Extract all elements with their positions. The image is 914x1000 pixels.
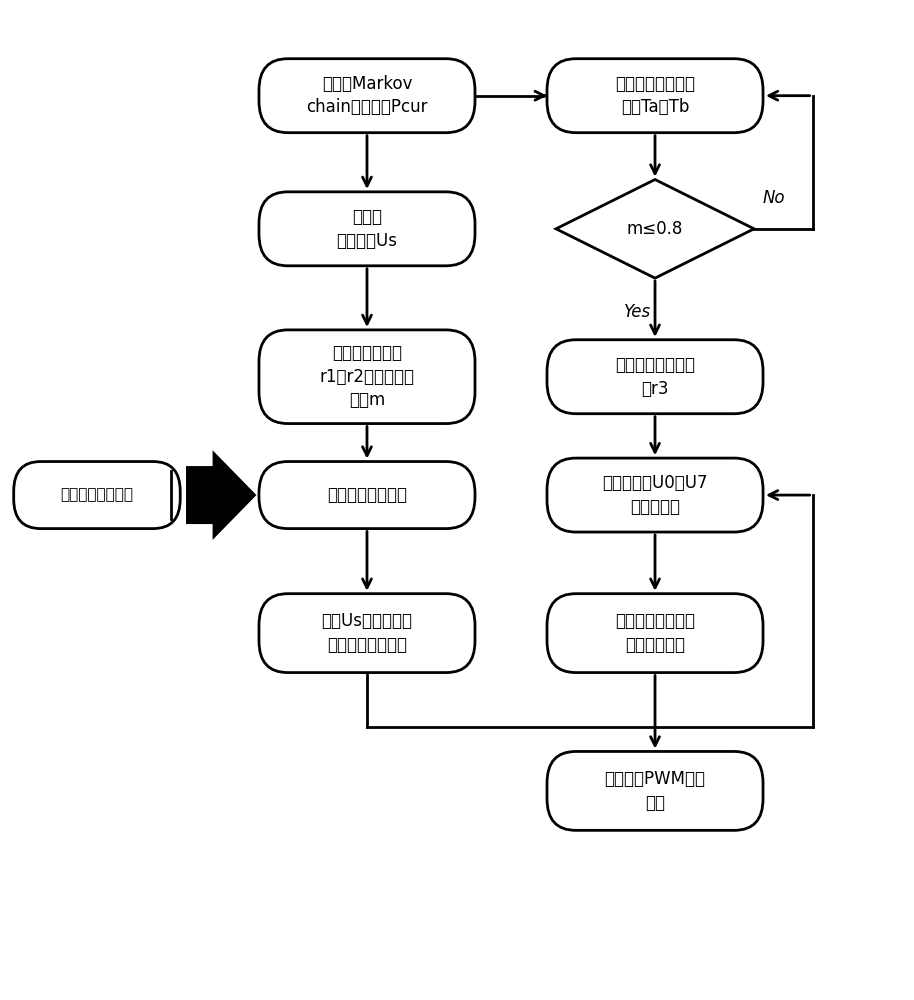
Text: 根据扇区确定电压
矢量作用顺序: 根据扇区确定电压 矢量作用顺序 — [615, 612, 695, 654]
Text: 产生两个随机数
r1、r2并计算调制
指数m: 产生两个随机数 r1、r2并计算调制 指数m — [320, 344, 414, 409]
FancyBboxPatch shape — [547, 751, 763, 830]
Text: Yes: Yes — [623, 303, 651, 321]
Text: 计算当前开关频率: 计算当前开关频率 — [327, 486, 407, 504]
Text: 输入：
目标矢量Us: 输入： 目标矢量Us — [336, 208, 398, 250]
Polygon shape — [556, 180, 754, 278]
FancyBboxPatch shape — [259, 192, 475, 266]
FancyBboxPatch shape — [14, 462, 180, 529]
Text: 初始化Markov
chain初始状态Pcur: 初始化Markov chain初始状态Pcur — [306, 75, 428, 116]
Text: 计算有效矢量作用
时间Ta、Tb: 计算有效矢量作用 时间Ta、Tb — [615, 75, 695, 116]
FancyBboxPatch shape — [259, 330, 475, 424]
Polygon shape — [187, 454, 254, 536]
FancyBboxPatch shape — [259, 59, 475, 133]
FancyBboxPatch shape — [259, 462, 475, 529]
FancyBboxPatch shape — [547, 458, 763, 532]
Text: 判断Us所处扇区和
相邻基本电压矢量: 判断Us所处扇区和 相邻基本电压矢量 — [322, 612, 412, 654]
Text: 产生零矢量随机因
子r3: 产生零矢量随机因 子r3 — [615, 356, 695, 398]
FancyBboxPatch shape — [547, 59, 763, 133]
Text: 四状态马尔可夫链: 四状态马尔可夫链 — [60, 488, 133, 503]
Text: 产生三相PWM调制
波形: 产生三相PWM调制 波形 — [604, 770, 706, 812]
Text: 计算零矢量U0和U7
的作用时间: 计算零矢量U0和U7 的作用时间 — [602, 474, 707, 516]
Text: No: No — [763, 189, 785, 207]
FancyBboxPatch shape — [259, 594, 475, 673]
FancyBboxPatch shape — [547, 340, 763, 414]
FancyBboxPatch shape — [547, 594, 763, 673]
Text: m≤0.8: m≤0.8 — [627, 220, 683, 238]
